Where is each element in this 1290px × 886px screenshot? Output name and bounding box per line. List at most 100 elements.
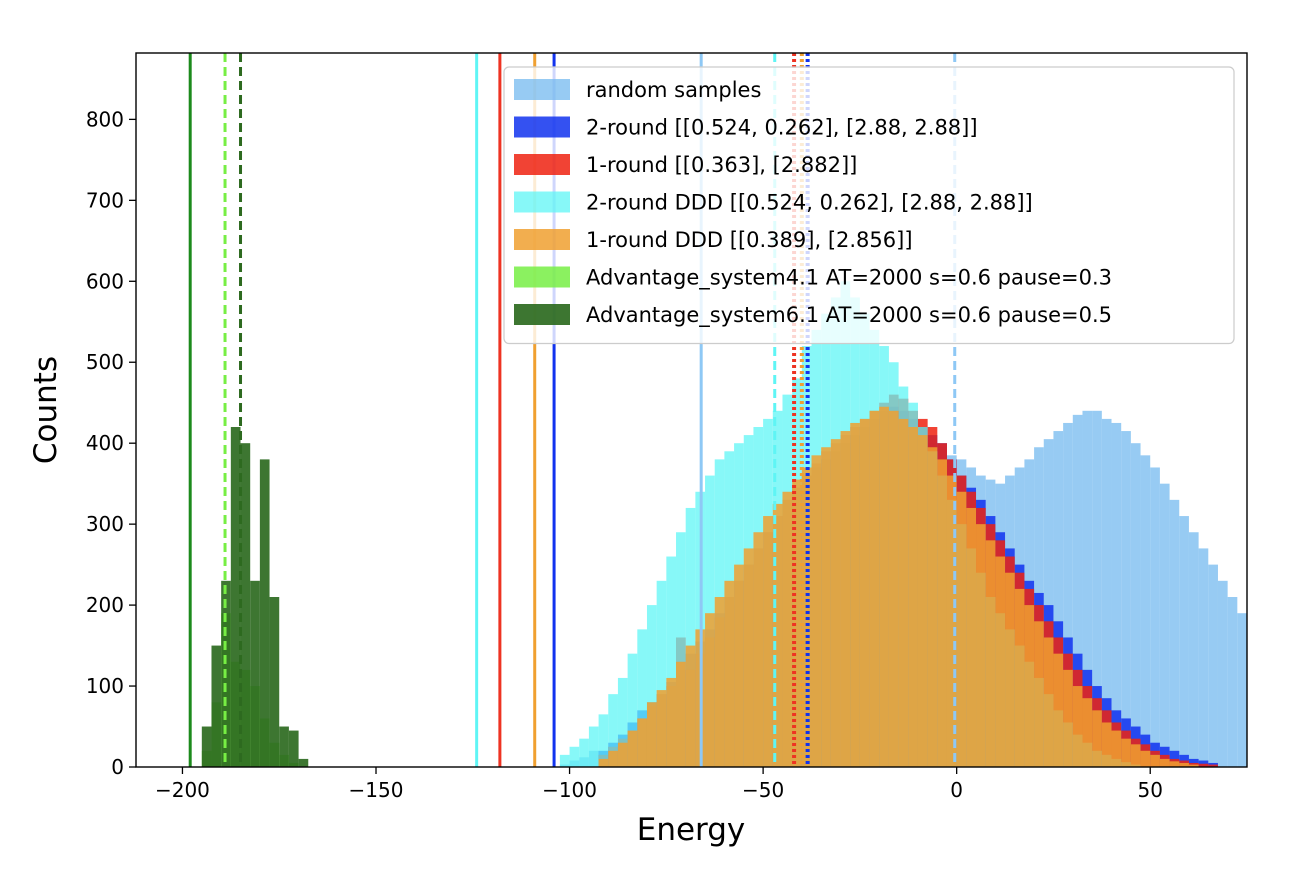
hist-bar [201,726,212,767]
hist-bar [1150,754,1160,767]
hist-bar [1053,653,1064,767]
hist-bar [1014,588,1025,767]
hist-bar [608,694,618,767]
y-tick-label: 500 [86,350,124,374]
hist-bar [792,479,802,767]
hist-bar [1072,686,1083,767]
hist-bar [956,491,967,767]
hist-bar [637,629,647,767]
hist-bar [927,447,938,767]
hist-bar [1082,410,1093,767]
hist-bar [646,702,657,767]
hist-bar [763,516,773,767]
hist-bar [676,661,686,767]
hist-bar [598,758,609,767]
legend-swatch [514,154,570,175]
legend-box [503,66,1235,345]
hist-bar [269,597,280,767]
hist-bar [995,556,1006,767]
hist-bar [1140,455,1151,767]
hist-bar [1043,637,1054,767]
hist-bar [1101,418,1112,767]
hist-bar [1208,564,1218,767]
legend-label: Advantage_system6.1 AT=2000 s=0.6 pause=… [586,303,1112,328]
legend-swatch [514,229,570,250]
y-tick-label: 300 [86,512,124,536]
legend-swatch [514,116,570,138]
hist-bar [772,503,783,767]
legend-label: random samples [586,78,761,102]
hist-bar [666,677,677,767]
hist-bar [714,597,725,767]
hist-bar [1072,414,1083,767]
hist-bar [656,690,667,767]
hist-bar [240,443,251,767]
hist-bar [917,435,928,767]
hist-bar [1159,758,1170,767]
hist-bar [685,507,696,767]
hist-bar [830,439,841,767]
x-tick-label: −150 [349,778,404,802]
hist-bar [869,410,880,767]
hist-bar [898,418,909,767]
hist-bar [1198,763,1209,767]
hist-bar [966,507,977,767]
hist-bar [1043,439,1054,767]
y-tick-label: 600 [86,269,124,293]
hist-bar [1121,431,1131,767]
hist-bar [685,645,696,767]
legend-swatch [514,304,570,325]
hist-bar [1169,761,1180,767]
legend-swatch [514,79,570,100]
hist-bar [946,475,957,767]
hist-bar [1227,597,1238,767]
x-tick-label: 50 [1137,778,1162,802]
hist-bar [627,730,638,767]
hist-bar [250,580,260,767]
hist-bar [1082,698,1093,767]
hist-bar [598,714,609,767]
hist-bar [1024,605,1035,767]
hist-bar [279,726,289,767]
hist-bar [821,447,831,767]
hist-bar [850,422,860,767]
hist-bar [879,406,889,767]
hist-bar [1188,532,1199,767]
hist-bar [579,738,589,767]
legend-swatch [514,266,570,288]
hist-bar [840,431,851,767]
hist-bar [1179,762,1189,767]
hist-bar [782,491,793,767]
hist-bar [859,418,870,767]
hist-bar [627,653,638,767]
hist-bar [608,750,618,767]
hist-bar [1063,669,1073,767]
hist-bar [1159,483,1170,767]
legend: random samples 2-round [[0.524, 0.262], [… [503,66,1235,345]
legend-label: 1-round DDD [[0.389], [2.856]] [586,228,913,252]
plot-frame [135,52,1248,768]
y-tick-label: 800 [86,107,124,131]
y-tick-label: 400 [86,431,124,455]
hist-bar [811,455,822,767]
hist-bar [1111,422,1122,767]
y-tick-label: 100 [86,674,124,698]
hist-bar [298,758,309,767]
hist-bar [230,427,241,767]
hist-bar [288,730,299,767]
hist-bar [976,524,986,767]
hist-bar [1053,431,1064,767]
hist-bar [1092,710,1102,767]
hist-bar [1005,572,1015,767]
hist-bar [1150,467,1160,767]
hist-bar [1198,548,1209,767]
hist-bar [588,726,599,767]
legend-label: 1-round [[0.363], [2.882]] [586,153,857,177]
y-tick-label: 200 [86,593,124,617]
hist-bar [734,564,744,767]
hist-bar [705,613,715,767]
hist-bar [1034,621,1044,767]
x-tick-label: −200 [155,778,210,802]
hist-bar [646,605,657,767]
